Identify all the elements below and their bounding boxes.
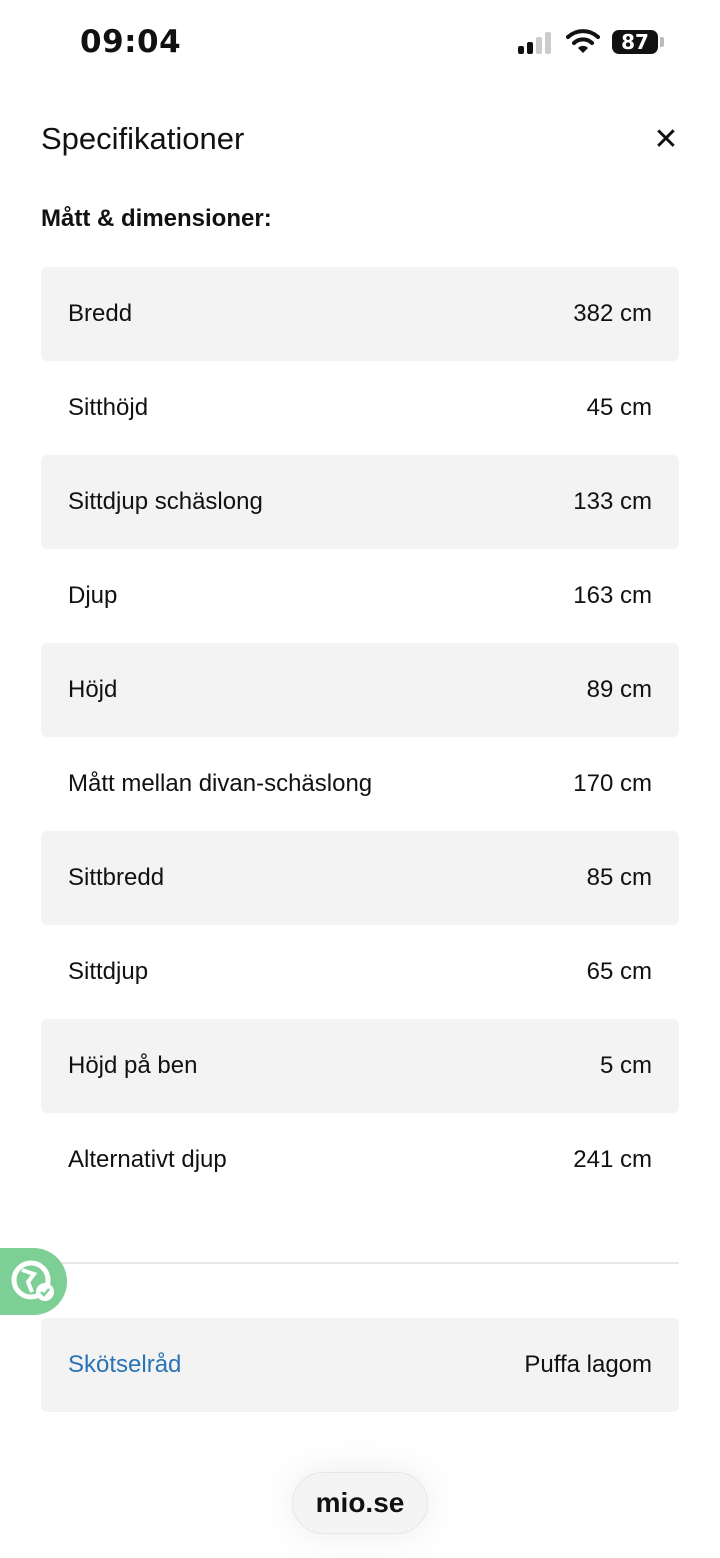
signal-icon (518, 32, 551, 54)
section-title: Mått & dimensioner: (41, 205, 272, 232)
spec-row: Höjd 89 cm (41, 643, 679, 737)
spec-value: 241 cm (573, 1146, 652, 1173)
status-time: 09:04 (80, 24, 182, 60)
battery-icon: 87 (612, 30, 658, 54)
spec-row: Sittdjup schäslong 133 cm (41, 455, 679, 549)
spec-label: Sitthöjd (68, 394, 149, 421)
spec-label: Höjd (68, 676, 118, 703)
care-value: Puffa lagom (524, 1351, 652, 1378)
battery-tip (660, 37, 664, 47)
spec-value: 133 cm (573, 488, 652, 515)
spec-table: Bredd 382 cm Sitthöjd 45 cm Sittdjup schäslo… (41, 267, 679, 1207)
spec-row: Alternativt djup 241 cm (41, 1113, 679, 1207)
spec-value: 89 cm (586, 676, 652, 703)
spec-label: Höjd på ben (68, 1052, 198, 1079)
spec-row: Bredd 382 cm (41, 267, 679, 361)
spec-label: Djup (68, 582, 118, 609)
close-icon[interactable]: ✕ (653, 123, 679, 156)
spec-row: Sitthöjd 45 cm (41, 361, 679, 455)
spec-row: Sittbredd 85 cm (41, 831, 679, 925)
globe-check-icon (11, 1260, 54, 1301)
spec-row: Sittdjup 65 cm (41, 925, 679, 1019)
spec-value: 382 cm (573, 300, 652, 327)
spec-row: Höjd på ben 5 cm (41, 1019, 679, 1113)
care-row: Skötselråd Puffa lagom (41, 1318, 679, 1412)
spec-value: 5 cm (599, 1052, 652, 1079)
spec-row: Djup 163 cm (41, 549, 679, 643)
status-bar: 09:04 87 (0, 0, 720, 86)
spec-label: Sittbredd (68, 864, 165, 891)
eco-globe-badge[interactable] (0, 1248, 67, 1315)
spec-value: 85 cm (586, 864, 652, 891)
spec-label: Sittdjup schäslong (68, 488, 263, 515)
spec-value: 65 cm (586, 958, 652, 985)
spec-label: Alternativt djup (68, 1146, 227, 1173)
spec-row: Mått mellan divan-schäslong 170 cm (41, 737, 679, 831)
spec-label: Bredd (68, 300, 133, 327)
spec-label: Sittdjup (68, 958, 149, 985)
page-title: Specifikationer (41, 121, 245, 156)
spec-value: 163 cm (573, 582, 652, 609)
care-advice-link[interactable]: Skötselråd (68, 1351, 182, 1378)
browser-url-pill[interactable]: mio.se (292, 1472, 428, 1534)
spec-label: Mått mellan divan-schäslong (68, 770, 373, 797)
spec-value: 170 cm (573, 770, 652, 797)
spec-value: 45 cm (586, 394, 652, 421)
wifi-icon (566, 29, 600, 53)
divider (41, 1262, 679, 1264)
